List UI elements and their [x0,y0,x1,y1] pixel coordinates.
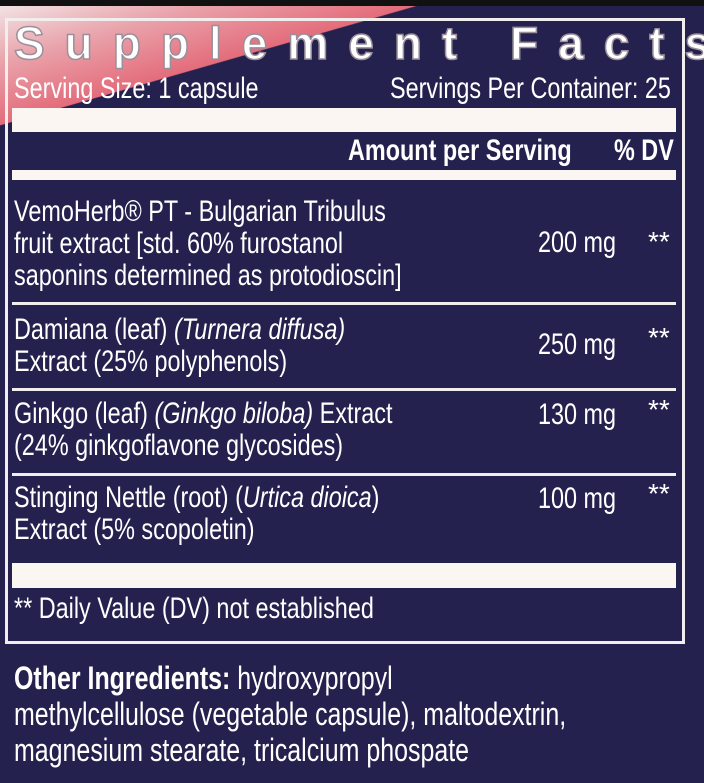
row-divider [12,388,676,391]
ingredient-tribulus: VemoHerb® PT - Bulgarian Tribulus fruit … [14,196,402,292]
other-ingredients-text: hydroxypropyl [230,660,393,696]
amount-header: Amount per Serving [348,134,572,167]
amount: 100 mg [538,482,617,515]
ingredient-line: VemoHerb® PT - Bulgarian Tribulus [14,195,386,228]
facts-panel-border [5,18,685,644]
latin-name: Urtica dioica [242,481,372,514]
panel-title: Supplement Facts [13,16,704,70]
dv: ** [648,394,670,425]
thick-divider [12,108,676,132]
amount: 130 mg [538,398,617,431]
other-ingredients: Other Ingredients: hydroxypropyl methylc… [14,660,566,768]
ingredient-line: fruit extract [std. 60% furostanol [14,227,344,260]
amount: 200 mg [538,226,617,259]
latin-name: (Turnera diffusa) [173,313,346,346]
other-ingredients-label: Other Ingredients: [14,660,231,696]
amount: 250 mg [538,328,617,361]
top-edge [0,0,704,6]
dv: ** [648,322,670,353]
serving-size: Serving Size: 1 capsule [14,72,259,105]
ingredient-name: ) [371,481,380,514]
dv-header: % DV [614,134,674,167]
other-ingredients-text: methylcellulose (vegetable capsule), mal… [14,696,567,732]
thick-divider [12,563,676,588]
servings-per-container: Servings Per Container: 25 [390,72,671,105]
ingredient-name: Damiana (leaf) [14,313,174,346]
dv: ** [648,478,670,509]
ingredient-line: (24% ginkgoflavone glycosides) [14,429,344,462]
ingredient-ginkgo: Ginkgo (leaf) (Ginkgo biloba) Extract (2… [14,398,392,462]
medium-divider [12,170,676,180]
ingredient-line: saponins determined as protodioscin] [14,259,402,292]
dv: ** [648,226,670,257]
latin-name: (Ginkgo biloba) [154,397,314,430]
other-ingredients-text: magnesium stearate, tricalcium phospate [14,732,470,768]
ingredient-line: Extract (5% scopoletin) [14,513,255,546]
ingredient-nettle: Stinging Nettle (root) (Urtica dioica) E… [14,482,379,546]
row-divider [12,302,676,305]
footnote: ** Daily Value (DV) not established [14,592,374,625]
ingredient-name: Ginkgo (leaf) [14,397,155,430]
ingredient-name: Stinging Nettle (root) ( [14,481,243,514]
ingredient-line: Extract (25% polyphenols) [14,345,288,378]
ingredient-damiana: Damiana (leaf) (Turnera diffusa) Extract… [14,314,345,378]
ingredient-name: Extract [313,397,393,430]
row-divider [12,473,676,476]
